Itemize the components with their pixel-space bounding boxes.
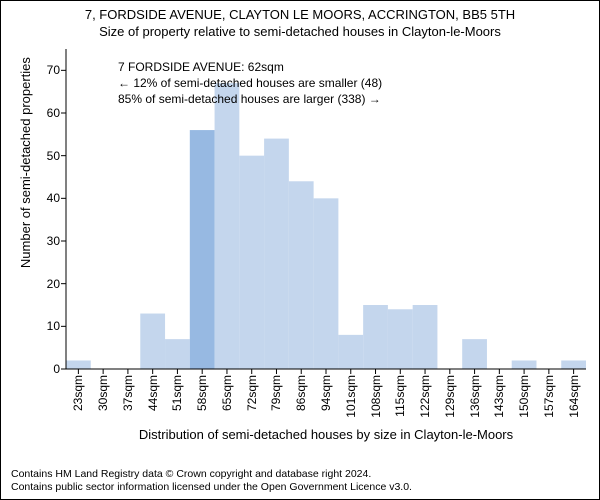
y-tick-label: 20: [47, 277, 60, 291]
y-tick-label: 70: [47, 63, 60, 77]
x-tick-label: 44sqm: [146, 375, 160, 411]
x-tick-label: 150sqm: [517, 375, 531, 418]
x-tick-label: 101sqm: [344, 375, 358, 418]
annotation-line3: 85% of semi-detached houses are larger (…: [118, 91, 382, 107]
bar: [165, 339, 190, 369]
y-tick-label: 0: [53, 362, 60, 376]
x-tick-label: 72sqm: [245, 375, 259, 411]
x-tick-label: 79sqm: [269, 375, 283, 411]
y-tick-label: 10: [47, 319, 60, 333]
y-tick-label: 40: [47, 191, 60, 205]
y-axis-title: Number of semi-detached properties: [18, 57, 33, 268]
bar: [289, 181, 314, 369]
x-tick-label: 122sqm: [418, 375, 432, 418]
annotation-line1: 7 FORDSIDE AVENUE: 62sqm: [118, 59, 382, 75]
bar: [413, 305, 438, 369]
x-tick-label: 86sqm: [294, 375, 308, 411]
x-tick-label: 157sqm: [542, 375, 556, 418]
bar: [66, 360, 91, 369]
x-tick-label: 164sqm: [567, 375, 581, 418]
x-tick-label: 129sqm: [443, 375, 457, 418]
bar: [388, 309, 413, 369]
bar: [140, 314, 165, 369]
bar: [215, 83, 240, 369]
bar: [190, 130, 215, 369]
chart-subtitle: Size of property relative to semi-detach…: [11, 24, 589, 39]
footer: Contains HM Land Registry data © Crown c…: [11, 468, 412, 495]
bar: [363, 305, 388, 369]
chart-container: 7, FORDSIDE AVENUE, CLAYTON LE MOORS, AC…: [0, 0, 600, 500]
y-tick-label: 60: [47, 106, 60, 120]
bar: [264, 139, 289, 369]
footer-line2: Contains public sector information licen…: [11, 481, 412, 495]
x-tick-label: 51sqm: [170, 375, 184, 411]
bar: [314, 198, 339, 369]
title-block: 7, FORDSIDE AVENUE, CLAYTON LE MOORS, AC…: [11, 7, 589, 39]
x-tick-label: 37sqm: [121, 375, 135, 411]
x-tick-label: 23sqm: [71, 375, 85, 411]
x-tick-label: 115sqm: [393, 375, 407, 417]
chart-title: 7, FORDSIDE AVENUE, CLAYTON LE MOORS, AC…: [11, 7, 589, 22]
bar: [338, 335, 363, 369]
x-tick-label: 143sqm: [492, 375, 506, 418]
bar: [512, 360, 537, 369]
bar: [561, 360, 586, 369]
footer-line1: Contains HM Land Registry data © Crown c…: [11, 468, 412, 482]
x-axis-title: Distribution of semi-detached houses by …: [66, 427, 586, 442]
x-tick-label: 108sqm: [369, 375, 383, 418]
bar: [239, 156, 264, 369]
x-tick-label: 136sqm: [468, 375, 482, 418]
x-tick-label: 65sqm: [220, 375, 234, 411]
chart-area: Number of semi-detached properties 01020…: [66, 49, 586, 369]
annotation-line2: ← 12% of semi-detached houses are smalle…: [118, 75, 382, 91]
x-tick-label: 30sqm: [96, 375, 110, 411]
annotation-box: 7 FORDSIDE AVENUE: 62sqm ← 12% of semi-d…: [118, 59, 382, 108]
y-tick-label: 30: [47, 234, 60, 248]
x-tick-label: 58sqm: [195, 375, 209, 411]
x-tick-label: 94sqm: [319, 375, 333, 411]
y-tick-label: 50: [47, 149, 60, 163]
bar: [462, 339, 487, 369]
